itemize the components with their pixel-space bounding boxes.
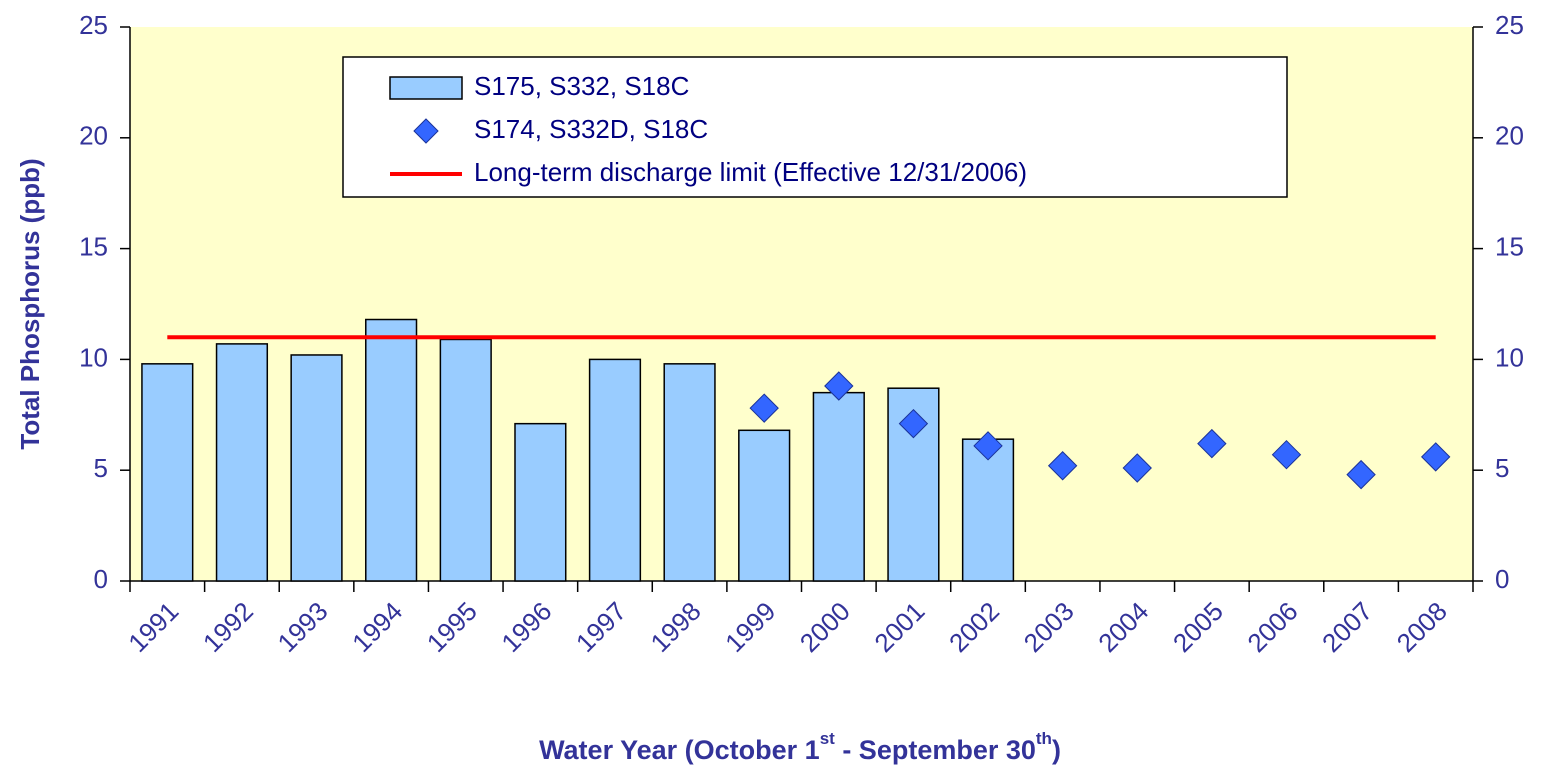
x-tick-label: 1998 xyxy=(645,596,707,658)
y-tick-label: 0 xyxy=(94,564,108,594)
marker xyxy=(1122,453,1152,483)
superscript: st xyxy=(820,729,835,748)
y-tick-label: 20 xyxy=(79,121,108,151)
x-tick-label: 2007 xyxy=(1316,596,1378,658)
marker xyxy=(1271,439,1302,470)
marker xyxy=(973,431,1003,461)
y-tick-label: 15 xyxy=(79,231,108,261)
y-tick-label: 25 xyxy=(79,10,108,40)
marker xyxy=(749,393,779,423)
legend-swatch xyxy=(389,76,463,100)
x-axis-title: Water Year (October 1st - September 30th… xyxy=(539,729,1061,765)
x-tick-label: 2005 xyxy=(1167,596,1229,658)
bar xyxy=(812,391,865,582)
x-tick-label: 2006 xyxy=(1241,596,1303,658)
marker xyxy=(898,408,929,439)
y2-tick-label: 0 xyxy=(1495,564,1509,594)
x-tick-label: 1991 xyxy=(122,596,184,658)
x-tick-label: 1996 xyxy=(495,596,557,658)
bar xyxy=(588,358,642,582)
bar xyxy=(663,363,716,582)
title-part: Water Year (October 1 xyxy=(539,735,820,765)
x-tick-label: 2004 xyxy=(1092,596,1154,658)
x-tick-label: 1995 xyxy=(421,596,483,658)
legend-label: S175, S332, S18C xyxy=(474,71,689,101)
legend-label: Long-term discharge limit (Effective 12/… xyxy=(474,157,1027,187)
legend-swatch xyxy=(413,118,439,144)
superscript: th xyxy=(1036,729,1052,748)
y2-tick-label: 15 xyxy=(1495,231,1524,261)
bar xyxy=(514,422,567,582)
title-part: ) xyxy=(1052,735,1061,765)
y2-tick-label: 10 xyxy=(1495,342,1524,372)
legend-label: S174, S332D, S18C xyxy=(474,114,708,144)
y2-tick-label: 5 xyxy=(1495,453,1509,483)
x-tick-label: 2008 xyxy=(1391,596,1453,658)
x-tick-label: 1993 xyxy=(272,596,334,658)
x-tick-label: 1997 xyxy=(570,596,632,658)
legend-box xyxy=(342,56,1288,198)
x-tick-label: 1994 xyxy=(346,596,408,658)
bar xyxy=(141,363,194,582)
legend: S175, S332, S18C S174, S332D, S18C Long-te… xyxy=(342,56,1288,198)
y-tick-label: 10 xyxy=(79,342,108,372)
marker xyxy=(1197,428,1227,459)
y2-tick-label: 25 xyxy=(1495,10,1524,40)
marker xyxy=(824,371,854,401)
y-axis-title: Total Phosphorus (ppb) xyxy=(15,158,45,449)
y-tick-label: 5 xyxy=(94,453,108,483)
x-tick-label: 1992 xyxy=(197,596,259,658)
x-tick-label: 1999 xyxy=(719,596,781,658)
marker xyxy=(1047,451,1078,481)
marker xyxy=(1420,442,1451,472)
y2-tick-label: 20 xyxy=(1495,121,1524,151)
x-tick-label: 2001 xyxy=(868,596,930,658)
bar xyxy=(215,343,269,582)
x-tick-label: 2000 xyxy=(794,596,856,658)
title-part: - September 30 xyxy=(835,735,1036,765)
x-tick-label: 2002 xyxy=(943,596,1005,658)
bar xyxy=(365,318,418,582)
bar xyxy=(738,429,791,582)
bar xyxy=(439,338,492,582)
bar xyxy=(290,354,343,582)
marker xyxy=(1346,459,1376,490)
x-tick-label: 2003 xyxy=(1018,596,1080,658)
